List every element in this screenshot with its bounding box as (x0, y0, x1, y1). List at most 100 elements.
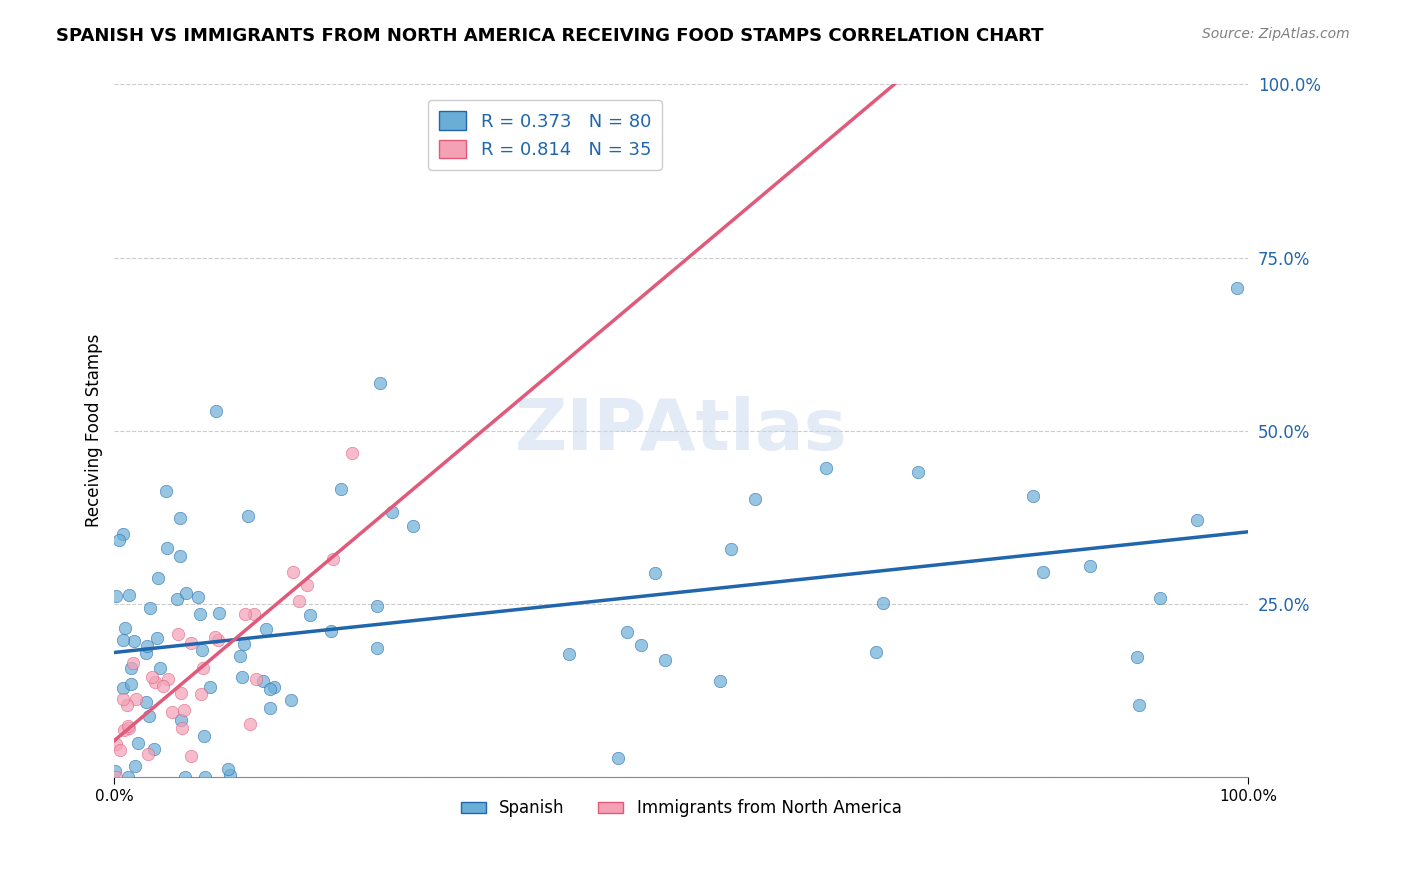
Point (190, 643, 212, 657)
Point (190, 687, 212, 701)
Point (219, 768, 242, 782)
Point (187, 590, 209, 604)
Point (402, 519, 425, 533)
Point (907, 465, 929, 479)
Point (252, 673, 274, 688)
Point (330, 483, 353, 497)
Point (114, 621, 136, 635)
Point (176, 586, 198, 600)
Point (231, 670, 253, 684)
Point (709, 674, 731, 689)
Point (865, 645, 887, 659)
Point (191, 661, 214, 675)
Point (239, 716, 262, 731)
Point (155, 483, 177, 498)
Point (654, 653, 676, 667)
Point (118, 588, 141, 602)
Point (288, 594, 311, 608)
Point (172, 721, 194, 735)
Point (205, 403, 228, 417)
Point (204, 630, 226, 644)
Point (233, 637, 256, 651)
Point (190, 607, 212, 621)
Point (368, 376, 391, 390)
Point (108, 743, 131, 757)
Point (122, 656, 145, 670)
Point (138, 709, 160, 723)
Point (174, 770, 197, 784)
Point (180, 748, 202, 763)
Point (152, 679, 174, 693)
Point (1032, 566, 1054, 580)
Point (139, 600, 162, 615)
Point (1078, 558, 1101, 573)
Point (117, 770, 139, 784)
Point (142, 742, 165, 756)
Point (322, 552, 344, 566)
Point (107, 533, 129, 547)
Point (238, 509, 260, 524)
Point (1187, 513, 1209, 527)
Point (217, 762, 239, 776)
Point (872, 596, 894, 610)
Point (173, 703, 195, 717)
Text: SPANISH VS IMMIGRANTS FROM NORTH AMERICA RECEIVING FOOD STAMPS CORRELATION CHART: SPANISH VS IMMIGRANTS FROM NORTH AMERICA… (56, 27, 1043, 45)
Point (120, 661, 142, 675)
Point (169, 510, 191, 524)
Point (136, 747, 159, 761)
Text: Source: ZipAtlas.com: Source: ZipAtlas.com (1202, 27, 1350, 41)
Point (243, 607, 266, 621)
Point (254, 622, 277, 636)
Point (104, 764, 127, 778)
Point (135, 640, 157, 654)
Point (366, 599, 388, 613)
Point (1126, 649, 1149, 664)
Point (117, 719, 139, 733)
Point (169, 549, 191, 563)
Point (135, 695, 157, 709)
Point (170, 686, 193, 700)
Point (124, 758, 146, 772)
Point (193, 729, 215, 743)
Point (194, 770, 217, 784)
Point (127, 736, 149, 750)
Point (112, 632, 135, 647)
Point (105, 589, 128, 603)
Point (720, 542, 742, 557)
Text: ZIPAtlas: ZIPAtlas (515, 396, 848, 465)
Point (263, 680, 285, 694)
Point (280, 693, 302, 707)
Point (207, 633, 229, 648)
Point (321, 624, 343, 638)
Point (1022, 489, 1045, 503)
Point (558, 647, 581, 661)
Point (607, 750, 630, 764)
Point (105, 737, 128, 751)
Point (115, 698, 138, 712)
Point (283, 565, 305, 579)
Point (342, 446, 364, 460)
Legend: Spanish, Immigrants from North America: Spanish, Immigrants from North America (454, 793, 908, 824)
Point (259, 701, 281, 715)
Point (118, 721, 141, 735)
Point (148, 571, 170, 585)
Point (146, 631, 169, 645)
Point (124, 633, 146, 648)
Point (744, 491, 766, 506)
Point (616, 624, 638, 639)
Point (160, 705, 183, 719)
Point (149, 661, 172, 675)
Point (814, 461, 837, 475)
Point (198, 681, 221, 695)
Point (228, 649, 250, 664)
Point (208, 606, 231, 620)
Point (381, 505, 404, 519)
Point (105, 770, 128, 784)
Point (120, 677, 142, 691)
Point (166, 591, 188, 606)
Point (233, 607, 256, 621)
Point (170, 713, 193, 727)
Point (1226, 281, 1249, 295)
Point (135, 646, 157, 660)
Point (156, 673, 179, 687)
